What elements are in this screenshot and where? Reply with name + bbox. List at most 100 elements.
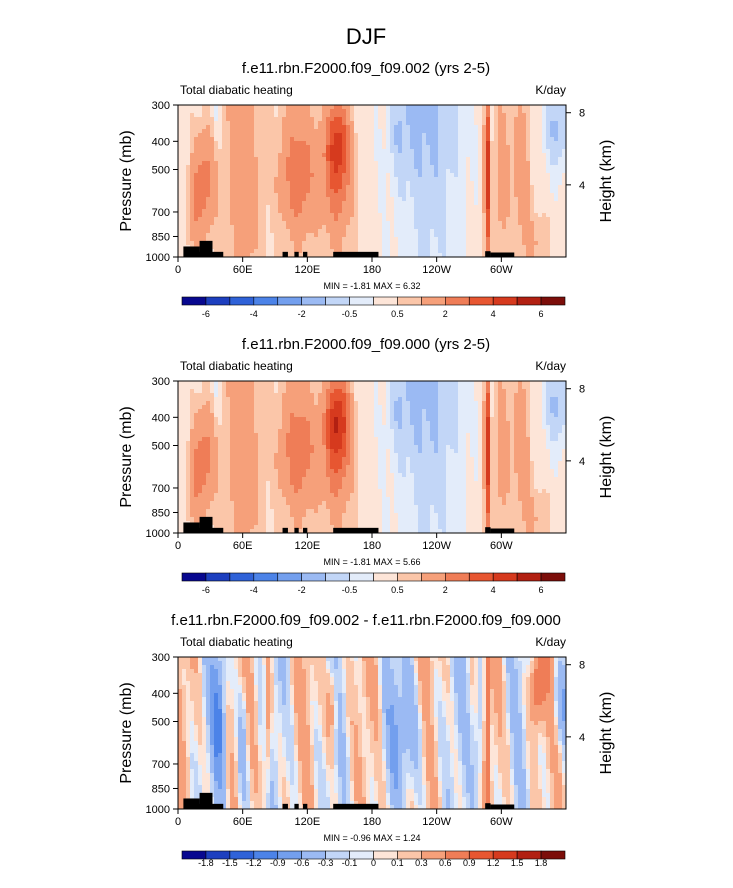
heatmap-cell — [222, 201, 227, 206]
heatmap-cell — [298, 425, 303, 430]
heatmap-cell — [554, 213, 559, 218]
heatmap-cell — [390, 401, 395, 406]
heatmap-cell — [306, 409, 311, 414]
heatmap-cell — [326, 413, 331, 418]
heatmap-cell — [382, 217, 387, 222]
heatmap-cell — [474, 233, 479, 238]
heatmap-cell — [274, 213, 279, 218]
heatmap-cell — [426, 425, 431, 430]
heatmap-cell — [438, 121, 443, 126]
heatmap-cell — [362, 153, 367, 158]
heatmap-cell — [554, 229, 559, 234]
heatmap-cell — [494, 413, 499, 418]
heatmap-cell — [494, 205, 499, 210]
heatmap-cell — [550, 385, 555, 390]
heatmap-cell — [302, 205, 307, 210]
heatmap-cell — [294, 153, 299, 158]
heatmap-cell — [470, 109, 475, 114]
heatmap-cell — [250, 405, 255, 410]
heatmap-cell — [358, 113, 363, 118]
heatmap-cell — [510, 189, 515, 194]
heatmap-cell — [202, 105, 207, 110]
heatmap-cell — [470, 253, 475, 258]
heatmap-cell — [498, 173, 503, 178]
heatmap-cell — [514, 193, 519, 198]
heatmap-cell — [402, 121, 407, 126]
heatmap-cell — [230, 213, 235, 218]
heatmap-cell — [282, 141, 287, 146]
heatmap-cell — [442, 249, 447, 254]
heatmap-cell — [250, 109, 255, 114]
heatmap-cell — [354, 141, 359, 146]
heatmap-cell — [454, 233, 459, 238]
heatmap-cell — [446, 197, 451, 202]
heatmap-cell — [278, 405, 283, 410]
heatmap-cell — [182, 197, 187, 202]
heatmap-cell — [262, 105, 267, 110]
heatmap-cell — [446, 381, 451, 386]
heatmap-cell — [498, 185, 503, 190]
heatmap-cell — [554, 209, 559, 214]
heatmap-cell — [502, 161, 507, 166]
heatmap-cell — [358, 129, 363, 134]
heatmap-cell — [442, 233, 447, 238]
heatmap-cell — [470, 425, 475, 430]
heatmap-cell — [210, 149, 215, 154]
heatmap-cell — [250, 121, 255, 126]
heatmap-cell — [290, 189, 295, 194]
heatmap-cell — [442, 121, 447, 126]
heatmap-cell — [490, 181, 495, 186]
terrain-block — [294, 251, 299, 257]
heatmap-cell — [222, 381, 227, 386]
heatmap-cell — [474, 149, 479, 154]
heatmap-cell — [418, 157, 423, 162]
heatmap-cell — [474, 425, 479, 430]
heatmap-cell — [562, 417, 567, 422]
heatmap-cell — [294, 205, 299, 210]
heatmap-cell — [542, 249, 547, 254]
heatmap-cell — [250, 253, 255, 258]
heatmap-cell — [338, 237, 343, 242]
heatmap-cell — [374, 401, 379, 406]
heatmap-cell — [306, 417, 311, 422]
heatmap-cell — [218, 205, 223, 210]
heatmap-cell — [446, 429, 451, 434]
heatmap-cell — [546, 409, 551, 414]
heatmap-cell — [462, 241, 467, 246]
heatmap-cell — [558, 109, 563, 114]
heatmap-cell — [430, 401, 435, 406]
heatmap-cell — [386, 417, 391, 422]
heatmap-cell — [330, 153, 335, 158]
heatmap-cell — [490, 425, 495, 430]
colorbar-swatch — [229, 296, 255, 306]
heatmap-cell — [186, 429, 191, 434]
heatmap-cell — [482, 241, 487, 246]
heatmap-cell — [542, 161, 547, 166]
heatmap-cell — [482, 417, 487, 422]
heatmap-cell — [406, 185, 411, 190]
heatmap-cell — [222, 429, 227, 434]
heatmap-cell — [526, 229, 531, 234]
heatmap-cell — [222, 393, 227, 398]
heatmap-cell — [430, 165, 435, 170]
heatmap-cell — [526, 165, 531, 170]
heatmap-cell — [398, 169, 403, 174]
heatmap-cell — [214, 189, 219, 194]
heatmap-cell — [366, 117, 371, 122]
heatmap-cell — [466, 405, 471, 410]
heatmap-cell — [554, 133, 559, 138]
heatmap-cell — [290, 405, 295, 410]
heatmap-cell — [218, 233, 223, 238]
heatmap-cell — [454, 237, 459, 242]
heatmap-cell — [278, 421, 283, 426]
heatmap-cell — [366, 177, 371, 182]
heatmap-cell — [274, 149, 279, 154]
heatmap-cell — [538, 133, 543, 138]
heatmap-cell — [338, 245, 343, 250]
heatmap-cell — [534, 117, 539, 122]
heatmap-cell — [470, 201, 475, 206]
heatmap-cell — [382, 117, 387, 122]
heatmap-cell — [318, 117, 323, 122]
heatmap-cell — [538, 201, 543, 206]
heatmap-cell — [474, 201, 479, 206]
